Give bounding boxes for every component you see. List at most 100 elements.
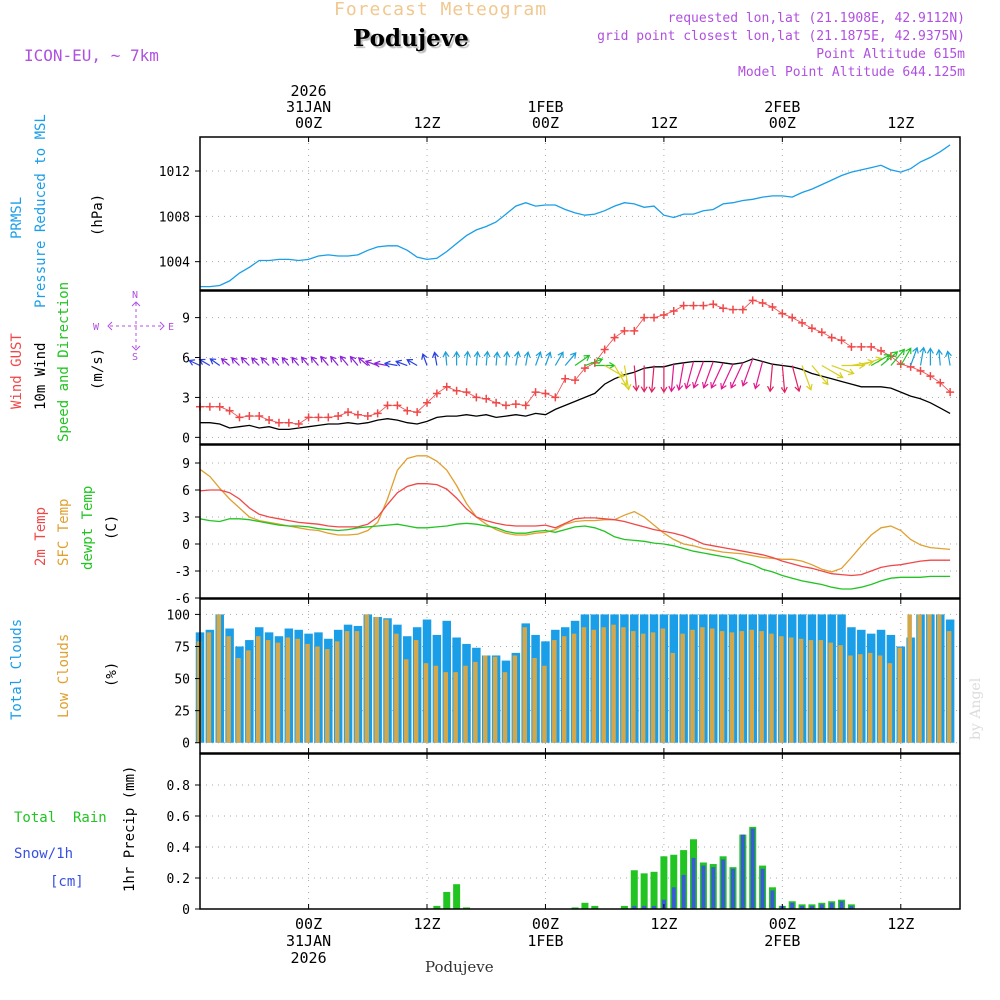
gust-marker bbox=[857, 342, 866, 351]
y-tick-label-temp: 3 bbox=[182, 511, 190, 526]
wind-arrow bbox=[684, 361, 695, 390]
gust-marker bbox=[620, 326, 629, 335]
gust-marker bbox=[571, 376, 580, 385]
y-tick-label-temp: -3 bbox=[174, 565, 190, 580]
precip-rain-bar bbox=[670, 854, 678, 909]
x-label-top: 00Z bbox=[769, 114, 796, 132]
wind-arrow bbox=[310, 356, 319, 366]
x-label-top: 31JAN bbox=[286, 98, 331, 116]
model-altitude: Model Point Altitude 644.125m bbox=[738, 65, 965, 80]
cloud-low-bar bbox=[788, 637, 794, 743]
wind-arrow bbox=[692, 361, 704, 389]
precip-rain-bar bbox=[650, 871, 658, 909]
precip-snow-bar bbox=[721, 859, 726, 909]
cloud-low-bar bbox=[858, 654, 863, 743]
wind-arrow bbox=[198, 358, 211, 367]
gust-marker bbox=[383, 401, 392, 410]
cloud-low-bar bbox=[897, 647, 903, 743]
pressure-line bbox=[200, 144, 951, 288]
precip-rain-bar bbox=[591, 905, 599, 909]
precip-snow-bar bbox=[701, 865, 706, 909]
gust-marker bbox=[235, 413, 244, 422]
cloud-low-bar bbox=[887, 663, 893, 743]
gust-marker bbox=[768, 302, 777, 311]
cloud-low-bar bbox=[937, 614, 942, 743]
wind-arrow bbox=[383, 360, 398, 368]
cloud-low-bar bbox=[315, 646, 320, 743]
y-tick-label-precip: 0.8 bbox=[167, 779, 190, 794]
compass-e: E bbox=[168, 322, 174, 333]
gust-marker bbox=[521, 401, 530, 410]
precip-snow-bar bbox=[652, 905, 657, 909]
precip-rain-bar bbox=[433, 905, 441, 909]
cloud-low-bar bbox=[463, 665, 468, 743]
x-label-bottom: 31JAN bbox=[286, 932, 331, 950]
gust-marker bbox=[610, 333, 619, 342]
gust-marker bbox=[304, 413, 313, 422]
x-label-bottom: 1FEB bbox=[527, 932, 563, 950]
gust-marker bbox=[403, 406, 412, 415]
gust-marker bbox=[837, 336, 846, 345]
cloud-low-bar bbox=[877, 655, 883, 743]
wind-arrow bbox=[767, 364, 775, 393]
wind-arrow bbox=[463, 350, 471, 366]
cloud-low-bar bbox=[631, 631, 636, 743]
wind-arrow bbox=[339, 355, 349, 366]
precip-snow-bar bbox=[809, 905, 814, 909]
gust-marker bbox=[788, 313, 797, 322]
compass-s: S bbox=[132, 352, 138, 363]
wind-arrow bbox=[231, 357, 240, 366]
y-tick-label-clouds: 75 bbox=[174, 640, 190, 655]
gust-marker bbox=[373, 409, 382, 418]
gust-marker bbox=[353, 410, 362, 419]
wind-arrow bbox=[188, 359, 201, 367]
wind-arrow bbox=[801, 365, 813, 391]
cloud-low-bar bbox=[443, 672, 449, 743]
wind-arrow bbox=[632, 365, 640, 392]
cloud-low-bar bbox=[275, 642, 281, 743]
cloud-low-bar bbox=[532, 658, 537, 743]
y-tick-label-precip: 0.4 bbox=[167, 841, 191, 856]
cloud-low-bar bbox=[542, 665, 547, 743]
wind-arrow bbox=[648, 365, 656, 394]
cloud-low-bar bbox=[196, 641, 202, 743]
cloud-low-bar bbox=[838, 645, 843, 743]
precip-snow-bar bbox=[711, 867, 716, 909]
precip-snow-bar bbox=[750, 828, 755, 909]
panel-frame-pressure bbox=[199, 136, 961, 291]
cloud-low-bar bbox=[354, 631, 360, 743]
wind-arrow bbox=[710, 362, 724, 389]
gust-marker bbox=[492, 398, 501, 407]
precip-snow-bar bbox=[671, 887, 676, 909]
wind-arrow bbox=[373, 360, 388, 368]
gust-marker bbox=[689, 301, 698, 310]
wind-arrow bbox=[668, 364, 676, 393]
gust-marker bbox=[778, 309, 787, 318]
gust-marker bbox=[511, 400, 520, 409]
precip-snow-bar bbox=[632, 905, 637, 909]
gust-marker bbox=[541, 389, 550, 398]
y-tick-label-temp: 9 bbox=[182, 457, 190, 472]
gust-marker bbox=[758, 298, 767, 307]
gust-marker bbox=[827, 333, 836, 342]
gust-marker bbox=[294, 420, 303, 429]
gust-marker bbox=[659, 310, 668, 319]
cloud-low-bar bbox=[946, 631, 952, 743]
cloud-low-bar bbox=[236, 658, 241, 743]
cloud-low-bar bbox=[502, 672, 508, 743]
cloud-low-bar bbox=[473, 661, 478, 743]
gust-marker bbox=[669, 306, 678, 315]
x-label-top: 1FEB bbox=[527, 98, 563, 116]
gust-marker bbox=[679, 301, 688, 310]
precip-rain-label: Total Rain bbox=[14, 810, 107, 826]
gust-marker bbox=[867, 342, 876, 351]
gust-marker bbox=[807, 324, 816, 333]
cloud-low-bar bbox=[246, 650, 251, 743]
gust-marker bbox=[215, 402, 224, 411]
cloud-low-bar bbox=[374, 616, 379, 743]
wind-arrow bbox=[503, 350, 511, 366]
y-tick-label-precip: 0.6 bbox=[167, 810, 190, 825]
x-label-bottom: 12Z bbox=[650, 915, 677, 933]
wind-arrow bbox=[483, 350, 491, 366]
gust-marker bbox=[255, 412, 264, 421]
